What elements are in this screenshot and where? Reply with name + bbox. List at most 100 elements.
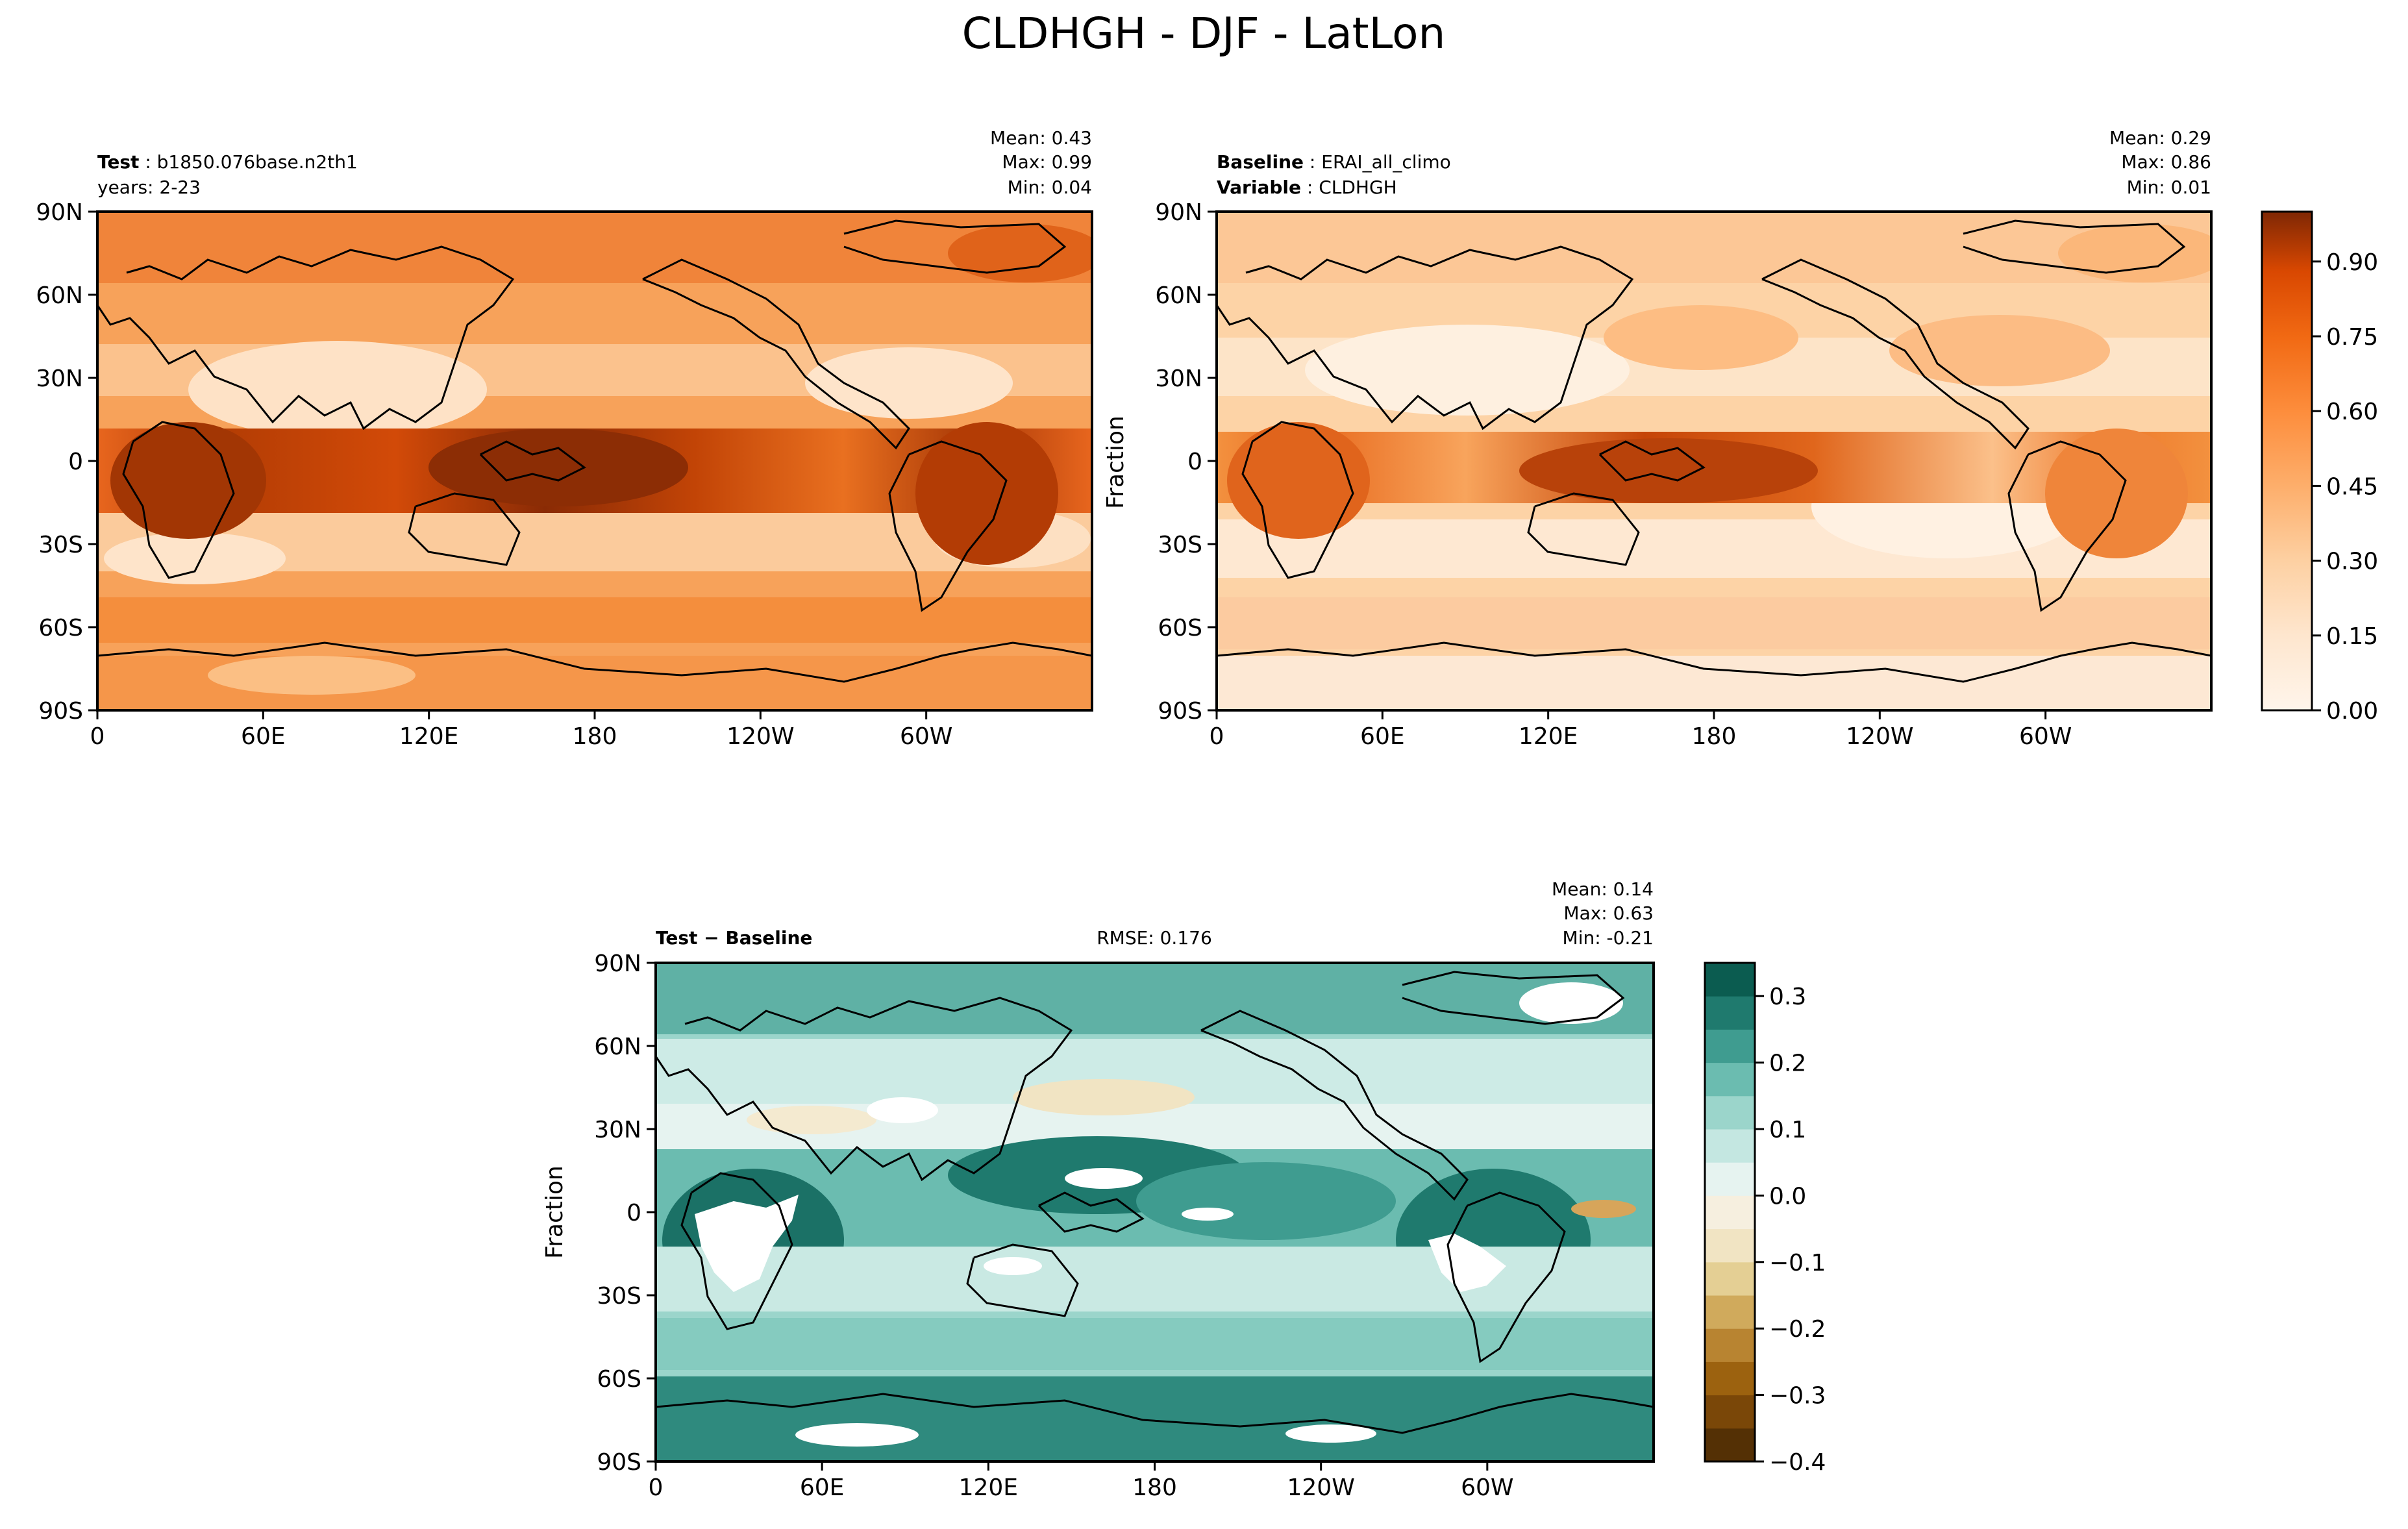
colorbar-level [1705,1328,1755,1362]
diff-stat-min: Min: -0.21 [1563,927,1654,949]
colorbar-fraction-ticks: 0.00 0.15 0.30 0.45 0.60 0.75 0.90 [2312,249,2378,725]
svg-text:Baseline : ERAI_all_climo: Baseline : ERAI_all_climo [1217,151,1451,173]
test-stat-mean: Mean: 0.43 [990,127,1092,149]
x-tick-label: 120E [959,1474,1018,1501]
colorbar-tick-label: 0.30 [2326,549,2378,575]
diff-axis-ticks: 0 60E 120E 180 120W 60W 90N 60N 30N 0 30S 60S 90S [594,951,1513,1501]
x-tick-label: 180 [573,723,617,750]
x-tick-label: 180 [1692,723,1737,750]
y-tick-label: 90N [36,199,83,226]
x-tick-label: 120E [1519,723,1578,750]
y-tick-label: 30N [594,1117,641,1143]
y-tick-label: 0 [1187,449,1202,475]
colorbar-tick-label: 0.45 [2326,473,2378,500]
test-label-bold: Test [97,151,139,173]
svg-text:Test : b1850.076base.n2th1: Test : b1850.076base.n2th1 [97,151,358,173]
y-tick-label: 90N [1155,199,1202,226]
x-tick-label: 60W [2019,723,2072,750]
y-tick-label: 60N [36,282,83,309]
test-axis-ticks: 0 60E 120E 180 120W 60W 90N 60N 30N 0 30S 60S 90S [36,199,952,750]
diff-rmse: RMSE: 0.176 [1097,927,1212,949]
colorbar-tick-label: 0.15 [2326,623,2378,650]
y-tick-label: 60N [594,1034,641,1060]
diff-stat-mean: Mean: 0.14 [1552,878,1654,900]
colorbar-difference-blocks [1705,963,1755,1462]
colorbar-level [1705,1361,1755,1396]
x-tick-label: 60E [1360,723,1405,750]
colorbar-level [1705,1228,1755,1263]
diff-stat-max: Max: 0.63 [1563,902,1654,924]
panel-diff: Test − Baseline RMSE: 0.176 Mean: 0.14 M… [541,878,1655,1501]
colorbar-level [1705,1195,1755,1230]
x-tick-label: 0 [649,1474,664,1501]
colorbar-difference-ticks: −0.4 −0.3 −0.2 −0.1 0.0 0.1 0.2 0.3 [1755,984,1826,1476]
y-tick-label: 90N [594,951,641,977]
baseline-variable-value: CLDHGH [1319,177,1397,198]
colorbar-level [1705,1262,1755,1296]
colorbar-tick-label: 0.75 [2326,324,2378,351]
y-tick-label: 30S [38,532,83,558]
x-tick-label: 60E [241,723,286,750]
colorbar-level [1705,963,1755,997]
y-tick-label: 30S [597,1283,641,1310]
colorbar-level [1705,1395,1755,1429]
y-tick-label: 30N [1155,366,1202,392]
y-tick-label: 60S [1158,615,1202,641]
colorbar-level [1705,1295,1755,1329]
colorbar-tick-label: 0.2 [1769,1050,1806,1077]
colorbar-tick-label: 0.0 [1769,1183,1806,1210]
y-tick-label: 30S [1158,532,1202,558]
colorbar-level [1705,1062,1755,1097]
baseline-stat-max: Max: 0.86 [2121,151,2211,173]
baseline-label-bold: Baseline [1217,151,1304,173]
figure-title: CLDHGH - DJF - LatLon [962,8,1446,58]
x-tick-label: 120W [1846,723,1913,750]
x-tick-label: 60W [1461,1474,1513,1501]
x-tick-label: 120W [726,723,794,750]
y-tick-label: 90S [1158,698,1202,725]
colorbar-tick-label: 0.1 [1769,1117,1806,1143]
diff-ylabel: Fraction [541,1165,568,1259]
y-tick-label: 30N [36,366,83,392]
y-tick-label: 60S [597,1366,641,1393]
x-tick-label: 60W [900,723,952,750]
test-stat-min: Min: 0.04 [1008,177,1092,198]
colorbar-tick-label: 0.60 [2326,399,2378,425]
baseline-variable-bold: Variable [1217,177,1301,198]
x-tick-label: 180 [1132,1474,1177,1501]
colorbar-tick-label: 0.00 [2326,698,2378,725]
diff-label: Test − Baseline [656,927,812,949]
x-tick-label: 60E [800,1474,845,1501]
colorbar-level [1705,1129,1755,1163]
y-tick-label: 0 [68,449,83,475]
test-label-years: years: 2-23 [97,177,201,198]
panel-test: Test : b1850.076base.n2th1 years: 2-23 M… [36,127,1093,750]
y-tick-label: 60S [38,615,83,641]
colorbar-tick-label: −0.3 [1769,1383,1826,1410]
baseline-field [1217,212,2211,710]
baseline-stat-mean: Mean: 0.29 [2109,127,2211,149]
y-tick-label: 90S [38,698,83,725]
colorbar-tick-label: −0.1 [1769,1250,1826,1276]
test-label-value: b1850.076base.n2th1 [157,151,358,173]
colorbar-level [1705,996,1755,1030]
y-tick-label: 60N [1155,282,1202,309]
colorbar-level [1705,1428,1755,1462]
diff-field [656,963,1654,1461]
x-tick-label: 120E [399,723,458,750]
baseline-ylabel: Fraction [1102,416,1129,509]
y-tick-label: 90S [597,1449,641,1476]
colorbar-level [1705,1029,1755,1063]
baseline-label-value: ERAI_all_climo [1321,151,1451,173]
x-tick-label: 0 [1210,723,1224,750]
colorbar-level [1705,1095,1755,1130]
svg-text:Variable : CLDHGH: Variable : CLDHGH [1217,177,1397,198]
colorbar-level [1705,1162,1755,1196]
test-field [97,212,1092,710]
baseline-axis-ticks: 0 60E 120E 180 120W 60W 90N 60N 30N 0 30S 60S 90S [1155,199,2072,750]
test-stat-max: Max: 0.99 [1002,151,1092,173]
x-tick-label: 0 [90,723,105,750]
colorbar-tick-label: −0.4 [1769,1449,1826,1476]
panel-baseline: Baseline : ERAI_all_climo Variable : CLD… [1102,127,2213,750]
